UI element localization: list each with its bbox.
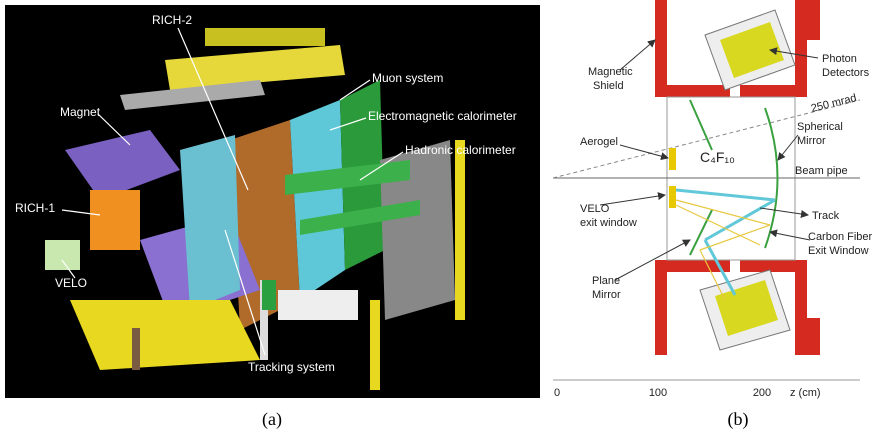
plane-mirror (690, 100, 712, 150)
label: VELO (55, 276, 87, 290)
figure: RICH-2 Muon system Electromagnetic calor… (0, 0, 887, 438)
detector-part (370, 300, 380, 390)
label: Mirror (797, 135, 826, 147)
label: Mirror (592, 289, 621, 301)
pointer (600, 195, 665, 205)
pointer (770, 232, 810, 240)
label: Carbon Fiber (808, 231, 873, 243)
label: Detectors (822, 67, 870, 79)
velo (45, 240, 80, 270)
axis-tick-label: 200 (753, 387, 771, 399)
axis-label: z (cm) (790, 387, 821, 399)
label: C₄F₁₀ (700, 149, 735, 165)
detector-part (455, 140, 465, 320)
detector-part (70, 300, 260, 370)
label: RICH-1 (15, 201, 55, 215)
label: Beam pipe (795, 165, 848, 177)
pointer (620, 145, 668, 158)
aerogel (669, 186, 676, 208)
label: Muon system (372, 71, 443, 85)
label: Magnet (60, 105, 101, 119)
label: Aerogel (580, 136, 618, 148)
caption: (b) (728, 409, 749, 430)
pointer (760, 208, 808, 215)
label: Shield (593, 80, 624, 92)
aerogel (669, 148, 676, 170)
label: Magnetic (588, 66, 633, 78)
label: RICH-2 (152, 13, 192, 27)
person (132, 328, 140, 370)
label: Exit Window (808, 245, 869, 257)
caption: (a) (262, 409, 282, 430)
label: Plane (592, 275, 620, 287)
axis-tick-label: 100 (649, 387, 667, 399)
panel-b: Magnetic Shield Photon Detectors 250 mra… (553, 0, 873, 430)
rich1 (90, 190, 140, 250)
label: Tracking system (248, 360, 335, 374)
label: Track (812, 210, 840, 222)
panel-a: RICH-2 Muon system Electromagnetic calor… (5, 5, 540, 430)
label: exit window (580, 217, 637, 229)
detector-part (262, 280, 276, 310)
detector-part (205, 28, 325, 46)
axis-tick-label: 0 (554, 387, 560, 399)
label: Hadronic calorimeter (405, 143, 516, 157)
detector-part (278, 290, 358, 320)
label: VELO (580, 203, 610, 215)
label: Electromagnetic calorimeter (368, 109, 517, 123)
label: 250 mrad (810, 92, 858, 115)
label: Photon (822, 53, 857, 65)
label: Spherical (797, 121, 843, 133)
detector-part (180, 135, 240, 310)
